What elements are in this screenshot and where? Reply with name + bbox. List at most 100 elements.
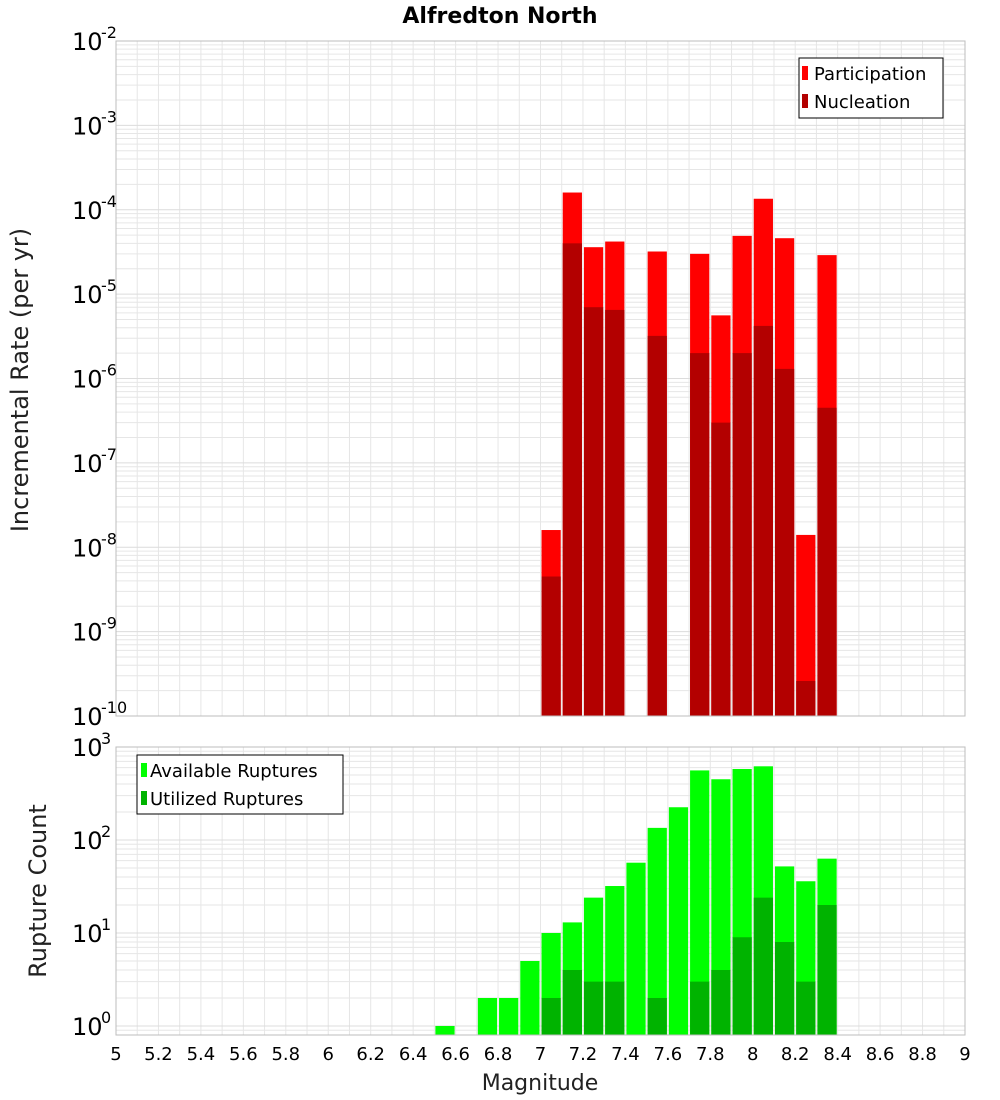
- top-bar-nucleation-7.15: [562, 243, 582, 717]
- top-bars: [541, 192, 837, 717]
- bottom-bar-available-ruptures-7.65: [668, 807, 689, 1035]
- bottom-bar-available-ruptures-7.45: [626, 862, 646, 1035]
- legend-swatch-utilized: [141, 791, 147, 805]
- x-tick-label: 7.4: [611, 1044, 640, 1065]
- top-bar-participation-8.25: [796, 534, 816, 716]
- x-tick-label: 5.6: [229, 1044, 258, 1065]
- top-gridlines: [116, 41, 965, 716]
- bottom-y-tick-label: 10: [72, 1013, 103, 1041]
- top-bar-nucleation-8.15: [774, 368, 795, 716]
- x-tick-label: 5: [110, 1044, 121, 1065]
- top-legend: Participation Nucleation: [798, 57, 944, 119]
- top-y-tick-exponent: -2: [101, 23, 117, 42]
- legend-label-nucleation: Nucleation: [814, 92, 910, 113]
- x-tick-label: 8: [747, 1044, 758, 1065]
- top-y-tick-exponent: -5: [101, 276, 117, 295]
- x-tick-label: 5.4: [187, 1044, 216, 1065]
- top-y-tick-label: 10: [72, 534, 103, 562]
- x-tick-label: 7.8: [696, 1044, 725, 1065]
- bottom-y-tick-label: 10: [72, 734, 103, 762]
- top-bar-nucleation-7.95: [732, 353, 752, 716]
- x-tick-label: 6.2: [356, 1044, 385, 1065]
- x-tick-label: 6.6: [441, 1044, 470, 1065]
- top-y-tick-label: 10: [72, 703, 103, 731]
- top-y-tick-label: 10: [72, 281, 103, 309]
- top-y-tick-exponent: -9: [101, 614, 117, 633]
- bottom-bar-utilized-ruptures-8.05: [753, 897, 773, 1035]
- legend-swatch-nucleation: [802, 94, 808, 108]
- bottom-bar-utilized-ruptures-7.75: [690, 981, 710, 1035]
- legend-label-utilized: Utilized Ruptures: [150, 789, 303, 810]
- bottom-bar-available-ruptures-7.75: [690, 770, 710, 1035]
- bottom-y-axis-label: Rupture Count: [24, 804, 52, 978]
- top-bar-nucleation-8.25: [796, 680, 816, 716]
- bottom-bars: [435, 766, 837, 1035]
- x-tick-label: 6.8: [484, 1044, 513, 1065]
- bottom-y-tick-exponent: 0: [101, 1008, 111, 1027]
- top-y-tick-label: 10: [72, 197, 103, 225]
- bottom-bar-utilized-ruptures-7.95: [732, 937, 752, 1035]
- top-y-tick-exponent: -3: [101, 107, 117, 126]
- x-ticks: 5 5.2 5.4 5.6 5.8 6 6.2 6.4 6.6 6.8 7 7.2 7.4 7.6 7.8 8…: [110, 1044, 970, 1065]
- x-tick-label: 5.2: [144, 1044, 173, 1065]
- bottom-bar-available-ruptures-6.95: [520, 960, 540, 1035]
- bottom-bar-utilized-ruptures-8.35: [817, 904, 837, 1035]
- bottom-bar-utilized-ruptures-7.05: [541, 997, 561, 1035]
- bottom-bar-available-ruptures-7.55: [647, 827, 667, 1035]
- x-tick-label: 7.6: [654, 1044, 683, 1065]
- top-y-tick-exponent: -6: [101, 361, 117, 380]
- legend-swatch-participation: [802, 66, 808, 80]
- top-bar-nucleation-7.75: [690, 353, 710, 716]
- x-tick-label: 8.4: [823, 1044, 852, 1065]
- top-bar-nucleation-7.55: [647, 335, 667, 716]
- bottom-bar-available-ruptures-6.85: [499, 997, 519, 1035]
- top-bar-nucleation-8.35: [817, 407, 837, 716]
- x-tick-label: 9: [959, 1044, 970, 1065]
- bottom-y-tick-exponent: 3: [101, 729, 111, 748]
- top-bar-nucleation-7.35: [605, 309, 625, 716]
- legend-label-participation: Participation: [814, 64, 926, 85]
- x-tick-label: 8.8: [908, 1044, 937, 1065]
- top-bar-nucleation-8.05: [753, 325, 773, 716]
- x-tick-label: 6.4: [399, 1044, 428, 1065]
- x-tick-label: 8.6: [866, 1044, 895, 1065]
- top-y-tick-label: 10: [72, 450, 103, 478]
- bottom-y-tick-label: 10: [72, 920, 103, 948]
- bottom-y-tick-exponent: 2: [101, 822, 111, 841]
- bottom-bar-utilized-ruptures-7.85: [711, 969, 731, 1035]
- bottom-bar-utilized-ruptures-8.15: [774, 942, 795, 1035]
- x-tick-label: 6: [323, 1044, 334, 1065]
- legend-label-available: Available Ruptures: [150, 761, 318, 782]
- bottom-bar-available-ruptures-6.75: [477, 997, 498, 1035]
- top-y-tick-label: 10: [72, 112, 103, 140]
- bottom-bar-available-ruptures-6.55: [435, 1025, 455, 1035]
- x-tick-label: 8.2: [781, 1044, 810, 1065]
- bottom-bar-utilized-ruptures-7.55: [647, 997, 667, 1035]
- bottom-y-tick-label: 10: [72, 827, 103, 855]
- bottom-bar-utilized-ruptures-7.15: [562, 969, 582, 1035]
- top-y-tick-exponent: -4: [101, 192, 117, 211]
- chart-title: Alfredton North: [402, 4, 597, 29]
- top-y-tick-label: 10: [72, 366, 103, 394]
- top-y-tick-exponent: -10: [101, 698, 127, 717]
- top-y-tick-label: 10: [72, 619, 103, 647]
- bottom-y-tick-exponent: 1: [101, 915, 111, 934]
- top-bar-nucleation-7.85: [711, 422, 731, 716]
- bottom-bar-utilized-ruptures-7.35: [605, 981, 625, 1035]
- top-bar-nucleation-7.05: [541, 576, 561, 716]
- bottom-bar-utilized-ruptures-7.25: [583, 981, 604, 1035]
- top-y-axis-label: Incremental Rate (per yr): [6, 228, 34, 532]
- top-y-tick-label: 10: [72, 28, 103, 56]
- bottom-bar-utilized-ruptures-8.25: [796, 981, 816, 1035]
- legend-swatch-available: [141, 763, 147, 777]
- top-y-tick-exponent: -7: [101, 445, 117, 464]
- top-bar-nucleation-7.25: [583, 307, 604, 716]
- x-tick-label: 7.2: [569, 1044, 598, 1065]
- bottom-legend: Available Ruptures Utilized Ruptures: [136, 754, 344, 815]
- top-y-tick-exponent: -8: [101, 529, 117, 548]
